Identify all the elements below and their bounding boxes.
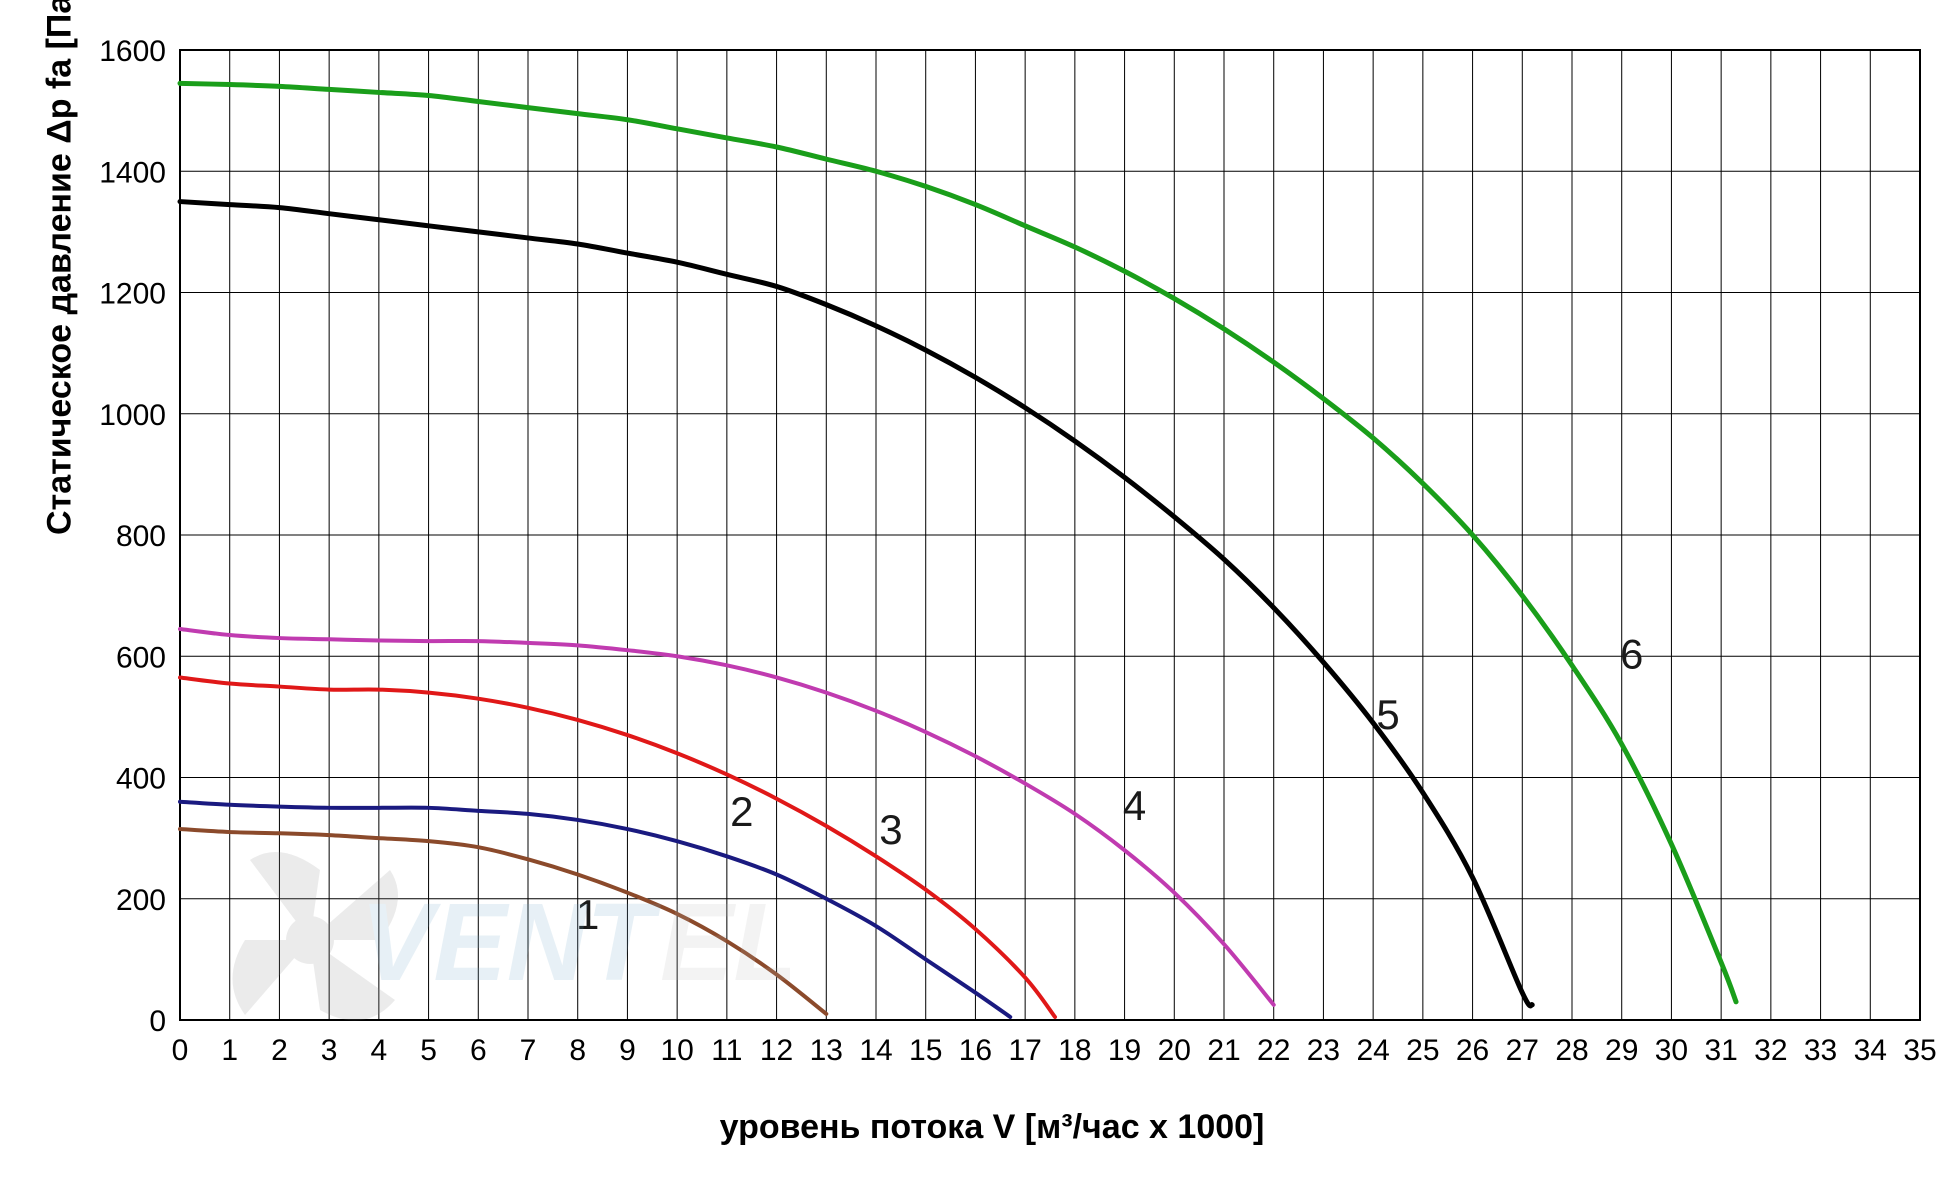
series-label-4: 4 xyxy=(1123,782,1146,829)
svg-text:30: 30 xyxy=(1655,1034,1688,1067)
svg-text:18: 18 xyxy=(1058,1034,1091,1067)
svg-text:14: 14 xyxy=(859,1034,892,1067)
svg-text:19: 19 xyxy=(1108,1034,1141,1067)
svg-text:7: 7 xyxy=(520,1034,537,1067)
y-tick-labels: 0 200 400 600 800 1000 1200 1400 1600 xyxy=(99,35,166,1038)
svg-text:28: 28 xyxy=(1555,1034,1588,1067)
svg-text:9: 9 xyxy=(619,1034,636,1067)
svg-text:1: 1 xyxy=(221,1034,238,1067)
svg-text:25: 25 xyxy=(1406,1034,1439,1067)
svg-text:23: 23 xyxy=(1307,1034,1340,1067)
svg-text:8: 8 xyxy=(569,1034,586,1067)
svg-text:22: 22 xyxy=(1257,1034,1290,1067)
series-label-2: 2 xyxy=(730,788,753,835)
svg-text:800: 800 xyxy=(116,520,166,553)
svg-text:15: 15 xyxy=(909,1034,942,1067)
svg-text:200: 200 xyxy=(116,884,166,917)
x-axis-label: уровень потока V [м³/час x 1000] xyxy=(720,1108,1265,1147)
svg-text:29: 29 xyxy=(1605,1034,1638,1067)
svg-text:4: 4 xyxy=(371,1034,388,1067)
x-tick-labels: 0123456789101112131415161718192021222324… xyxy=(172,1034,1937,1067)
svg-text:26: 26 xyxy=(1456,1034,1489,1067)
chart-svg: 0123456789101112131415161718192021222324… xyxy=(20,20,1944,1165)
svg-text:20: 20 xyxy=(1158,1034,1191,1067)
svg-text:0: 0 xyxy=(172,1034,189,1067)
svg-text:27: 27 xyxy=(1506,1034,1539,1067)
svg-text:1600: 1600 xyxy=(99,35,166,68)
series-label-6: 6 xyxy=(1620,630,1643,677)
pressure-flow-chart: VENT EL 01234567891011121314151617181920… xyxy=(20,20,1944,1165)
svg-text:33: 33 xyxy=(1804,1034,1837,1067)
y-axis-label: Статическое давление Δp fa [Па] xyxy=(41,0,80,535)
svg-text:12: 12 xyxy=(760,1034,793,1067)
svg-text:2: 2 xyxy=(271,1034,288,1067)
svg-text:24: 24 xyxy=(1356,1034,1389,1067)
svg-text:1400: 1400 xyxy=(99,156,166,189)
svg-text:13: 13 xyxy=(810,1034,843,1067)
svg-text:400: 400 xyxy=(116,763,166,796)
svg-text:1200: 1200 xyxy=(99,278,166,311)
svg-text:31: 31 xyxy=(1704,1034,1737,1067)
svg-text:6: 6 xyxy=(470,1034,487,1067)
svg-text:34: 34 xyxy=(1854,1034,1887,1067)
series-label-5: 5 xyxy=(1376,691,1399,738)
svg-text:0: 0 xyxy=(149,1005,166,1038)
svg-text:600: 600 xyxy=(116,641,166,674)
svg-text:32: 32 xyxy=(1754,1034,1787,1067)
svg-text:16: 16 xyxy=(959,1034,992,1067)
svg-text:35: 35 xyxy=(1903,1034,1936,1067)
svg-text:17: 17 xyxy=(1008,1034,1041,1067)
svg-text:11: 11 xyxy=(711,1034,742,1067)
svg-text:21: 21 xyxy=(1207,1034,1240,1067)
series-label-3: 3 xyxy=(879,806,902,853)
series-label-1: 1 xyxy=(576,891,599,938)
svg-text:5: 5 xyxy=(420,1034,437,1067)
svg-text:10: 10 xyxy=(660,1034,693,1067)
svg-text:1000: 1000 xyxy=(99,399,166,432)
svg-text:3: 3 xyxy=(321,1034,338,1067)
